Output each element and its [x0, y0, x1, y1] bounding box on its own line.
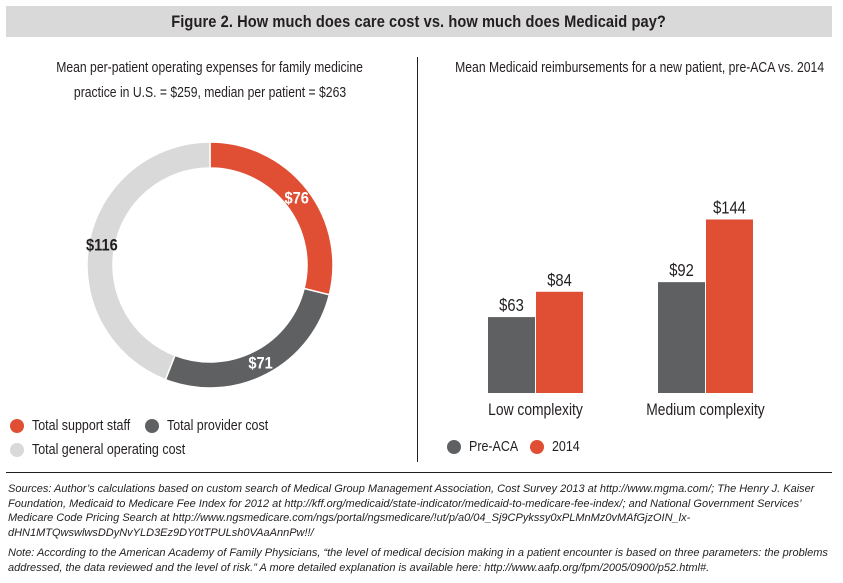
- legend-swatch-general-operating: [10, 443, 24, 457]
- footnote-rule: [6, 472, 832, 473]
- sources-footnote: Sources: Author’s calculations based on …: [8, 483, 815, 539]
- bar-0-0: [488, 317, 535, 393]
- legend-swatch-provider-cost: [145, 419, 159, 433]
- legend-label-support-staff: Total support staff: [32, 418, 131, 434]
- legend-item-support-staff: Total support staff: [10, 418, 146, 434]
- bar-subtitle-text: Mean Medicaid reimbursements for a new p…: [455, 60, 825, 76]
- donut-subtitle: Mean per-patient operating expenses for …: [10, 56, 410, 106]
- legend-swatch-support-staff: [10, 419, 24, 433]
- category-label-0: Low complexity: [488, 401, 583, 419]
- donut-slice-label-0: $76: [285, 189, 310, 207]
- note-footnote: Note: According to the American Academy …: [8, 547, 828, 574]
- panel-divider: [417, 57, 418, 462]
- donut-slice-0: [209, 141, 334, 296]
- bar-1-1: [706, 219, 753, 393]
- figure-title: Figure 2. How much does care cost vs. ho…: [171, 11, 667, 31]
- legend-label-provider-cost: Total provider cost: [167, 418, 269, 434]
- bar-label-1-0: $92: [669, 261, 694, 281]
- bar-1-0: [658, 282, 705, 393]
- legend-label-pre-aca: Pre-ACA: [469, 439, 519, 455]
- legend-swatch-2014: [530, 440, 544, 454]
- legend-item-general-operating: Total general operating cost: [10, 442, 210, 458]
- bar-label-0-0: $63: [499, 296, 524, 316]
- legend-label-2014: 2014: [552, 439, 580, 455]
- category-label-1: Medium complexity: [646, 401, 765, 419]
- legend-label-general-operating: Total general operating cost: [32, 442, 186, 458]
- bar-subtitle: Mean Medicaid reimbursements for a new p…: [420, 56, 838, 81]
- donut-subtitle-line1: Mean per-patient operating expenses for …: [56, 60, 364, 76]
- donut-slice-label-2: $116: [86, 237, 118, 255]
- donut-subtitle-line2: practice in U.S. = $259, median per pati…: [73, 85, 347, 101]
- bar-label-1-1: $144: [713, 198, 746, 218]
- donut-slice-label-1: $71: [248, 355, 273, 373]
- legend-swatch-pre-aca: [447, 440, 461, 454]
- donut-chart: $76 $71 $116: [86, 141, 334, 389]
- bar-0-1: [536, 291, 583, 393]
- donut-slice-2: [86, 141, 211, 381]
- donut-slice-1: [164, 287, 331, 389]
- legend-item-2014: 2014: [530, 439, 584, 455]
- legend-item-pre-aca: Pre-ACA: [447, 439, 526, 455]
- bar-label-0-1: $84: [547, 270, 572, 290]
- figure-title-bar: Figure 2. How much does care cost vs. ho…: [6, 6, 832, 37]
- legend-item-provider-cost: Total provider cost: [145, 418, 285, 434]
- bar-chart: $63 $84 Low complexity $92 $144 Medium comple…: [488, 198, 765, 419]
